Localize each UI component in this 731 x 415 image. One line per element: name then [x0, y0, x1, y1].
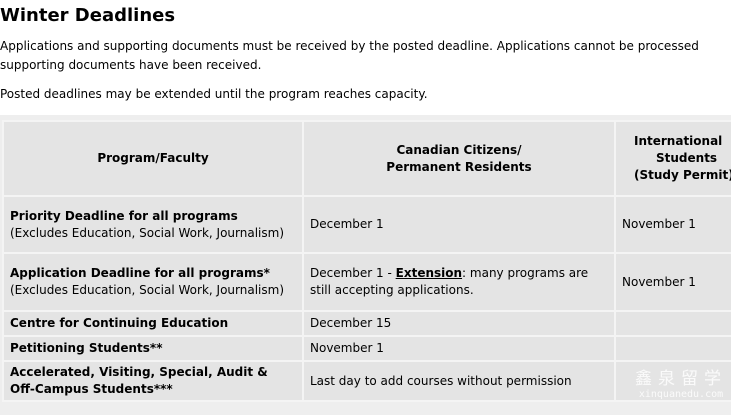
deadlines-table-container: Program/Faculty Canadian Citizens/Perman…	[0, 115, 731, 415]
program-name: Priority Deadline for all programs	[10, 208, 238, 223]
table-header-row: Program/Faculty Canadian Citizens/Perman…	[2, 120, 731, 197]
table-row: Priority Deadline for all programs (Exclu…	[2, 195, 731, 254]
program-cell: Accelerated, Visiting, Special, Audit & …	[2, 360, 304, 402]
intro-text: Applications and supporting documents mu…	[0, 39, 699, 53]
intro-text-cont: supporting documents have been received.	[0, 58, 262, 72]
canadian-cell: Last day to add courses without permissi…	[302, 360, 616, 402]
program-exclusions: (Excludes Education, Social Work, Journa…	[10, 225, 284, 240]
canadian-cell: December 15	[302, 310, 616, 337]
table-row: Application Deadline for all programs* (E…	[2, 252, 731, 312]
header-program: Program/Faculty	[2, 120, 304, 197]
program-cell: Priority Deadline for all programs (Exclu…	[2, 195, 304, 254]
canadian-cell: December 1 - Extension: many programs ar…	[302, 252, 616, 312]
table-row: Petitioning Students** November 1	[2, 335, 731, 362]
canadian-note: : many programs are still accepting appl…	[310, 266, 589, 297]
table-row: Accelerated, Visiting, Special, Audit & …	[2, 360, 731, 402]
header-international: International Students (Study Permit)	[614, 120, 731, 197]
watermark-en: xinquanedu.com	[638, 389, 724, 400]
program-cell: Application Deadline for all programs* (E…	[2, 252, 304, 312]
header-intl-line3: (Study Permit)	[634, 168, 731, 182]
canadian-cell: December 1	[302, 195, 616, 254]
intl-cell	[614, 310, 731, 337]
header-canadian: Canadian Citizens/Permanent Residents	[302, 120, 616, 197]
watermark: 鑫泉留学 xinquanedu.com	[635, 364, 727, 400]
program-cell: Petitioning Students**	[2, 335, 304, 362]
program-name: Application Deadline for all programs*	[10, 266, 270, 280]
deadlines-table: Program/Faculty Canadian Citizens/Perman…	[2, 120, 731, 402]
program-cell: Centre for Continuing Education	[2, 310, 304, 337]
note-text: Posted deadlines may be extended until t…	[0, 87, 428, 101]
header-canadian-line2: Permanent Residents	[386, 159, 532, 174]
intl-cell: November 1	[614, 252, 731, 312]
program-exclusions: (Excludes Education, Social Work, Journa…	[10, 283, 284, 297]
extension-link[interactable]: Extension	[395, 266, 463, 280]
intl-cell	[614, 335, 731, 362]
header-intl-line1: International	[634, 134, 723, 148]
watermark-cn: 鑫泉留学	[635, 369, 727, 389]
canadian-cell: November 1	[302, 335, 616, 362]
table-row: Centre for Continuing Education December…	[2, 310, 731, 337]
canadian-date: December 1 -	[310, 266, 396, 280]
page-title: Winter Deadlines	[0, 5, 176, 26]
intl-cell: November 1	[614, 195, 731, 254]
header-canadian-line1: Canadian Citizens/	[396, 142, 522, 157]
header-intl-line2: Students	[656, 151, 718, 165]
intl-cell	[614, 360, 731, 402]
